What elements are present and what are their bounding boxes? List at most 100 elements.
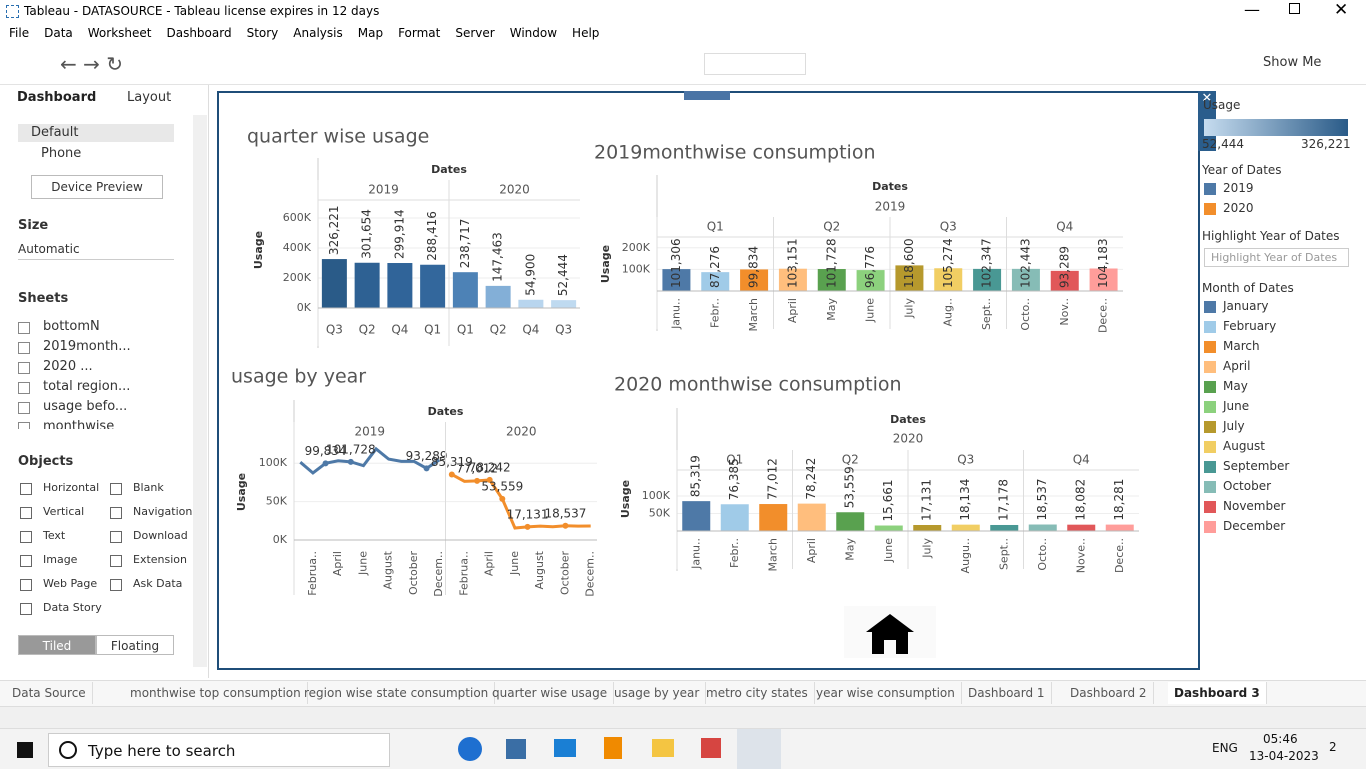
object-item[interactable]: Ask Data — [133, 577, 183, 590]
sheet-item[interactable]: usage befo... — [43, 399, 128, 414]
scrollbar[interactable] — [193, 115, 207, 667]
color-ramp — [1204, 119, 1348, 136]
minimize[interactable]: — — [1244, 0, 1260, 19]
sheet-item[interactable]: 2020 ... — [43, 359, 93, 374]
legend-item[interactable]: March — [1223, 339, 1260, 353]
legend-item[interactable]: September — [1223, 459, 1290, 473]
menu-item[interactable]: Map — [357, 26, 384, 40]
legend-item[interactable]: October — [1223, 479, 1272, 493]
sheet-tab[interactable]: Dashboard 2 — [1064, 682, 1154, 704]
legend-item[interactable]: February — [1223, 319, 1277, 333]
vlc-icon[interactable] — [604, 737, 622, 759]
toolbar-dropdown[interactable] — [704, 53, 806, 75]
legend-swatch — [1204, 481, 1216, 493]
sheet-tab[interactable]: Dashboard 1 — [962, 682, 1052, 704]
sheet-tab[interactable]: monthwise top consumption — [124, 682, 308, 704]
object-item[interactable]: Horizontal — [43, 481, 100, 494]
search-box[interactable]: Type here to search — [48, 733, 390, 767]
notifications[interactable]: 2 — [1329, 740, 1337, 754]
menu-item[interactable]: Format — [398, 26, 441, 40]
menu-item[interactable]: File — [9, 26, 30, 40]
explorer-icon[interactable] — [652, 739, 674, 757]
device-option[interactable]: Default — [18, 124, 174, 142]
home-button[interactable] — [844, 606, 936, 658]
object-item[interactable]: Vertical — [43, 505, 85, 518]
legend-item[interactable]: November — [1223, 499, 1286, 513]
menu-item[interactable]: Dashboard — [166, 26, 232, 40]
size-select[interactable]: Automatic — [18, 242, 174, 260]
sheet-tab[interactable]: year wise consumption — [810, 682, 962, 704]
object-icon — [20, 531, 32, 543]
title-bar: Tableau - DATASOURCE - Tableau license e… — [0, 0, 1366, 22]
object-item[interactable]: Download — [133, 529, 188, 542]
sheet-item[interactable]: total region... — [43, 379, 131, 394]
menu-item[interactable]: Help — [572, 26, 600, 40]
panel-tab[interactable]: Dashboard — [17, 90, 97, 105]
status-bar — [0, 706, 1366, 729]
sheet-tab[interactable]: usage by year — [608, 682, 707, 704]
clock-date[interactable]: 13-04-2023 — [1249, 749, 1319, 763]
legend-item[interactable]: June — [1223, 399, 1250, 413]
legend-item[interactable]: December — [1223, 519, 1286, 533]
object-item[interactable]: Navigation — [133, 505, 193, 518]
sheet-icon — [18, 362, 30, 374]
tableau-task[interactable] — [737, 729, 781, 769]
object-item[interactable]: Data Story — [43, 601, 102, 614]
object-item[interactable]: Text — [43, 529, 66, 542]
sheet-icon — [18, 382, 30, 394]
menu-item[interactable]: Server — [455, 26, 495, 40]
clock-time[interactable]: 05:46 — [1263, 732, 1298, 746]
frame-handle[interactable] — [684, 91, 730, 100]
layout-mode[interactable]: Floating — [96, 635, 174, 655]
edge-icon[interactable] — [458, 737, 482, 761]
dashboard-frame — [217, 91, 1200, 670]
sheet-item[interactable]: bottomN — [43, 319, 100, 334]
object-icon — [110, 579, 122, 591]
device-preview-button[interactable]: Device Preview — [31, 175, 163, 199]
taskbar: Type here to search ENG 05:46 13-04-2023… — [0, 728, 1366, 769]
close[interactable]: ✕ — [1334, 0, 1349, 20]
sheet-tab[interactable]: quarter wise usage — [486, 682, 615, 704]
menu-item[interactable]: Analysis — [293, 26, 343, 40]
object-icon — [20, 603, 32, 615]
show-me[interactable]: Show Me — [1263, 55, 1322, 70]
legend-title: Month of Dates — [1202, 281, 1294, 295]
sheet-tab[interactable]: region wise state consumption — [298, 682, 496, 704]
layout-mode[interactable]: Tiled — [18, 635, 96, 655]
menu-item[interactable]: Window — [509, 26, 558, 40]
legend-item[interactable]: 2020 — [1223, 201, 1254, 215]
object-item[interactable]: Extension — [133, 553, 188, 566]
sheet-item[interactable]: monthwise — [43, 419, 115, 429]
sheet-tab[interactable]: Data Source — [6, 682, 93, 704]
panel-tab[interactable]: Layout — [127, 90, 172, 105]
object-icon — [20, 555, 32, 567]
legend-item[interactable]: July — [1223, 419, 1245, 433]
menu-item[interactable]: Worksheet — [87, 26, 152, 40]
object-item[interactable]: Blank — [133, 481, 164, 494]
menu-item[interactable]: Data — [44, 26, 73, 40]
legend-swatch — [1204, 501, 1216, 513]
recorder-icon[interactable] — [701, 738, 721, 758]
mail-icon[interactable] — [554, 739, 576, 757]
device-option[interactable]: Phone — [41, 146, 82, 161]
object-item[interactable]: Web Page — [43, 577, 98, 590]
sheet-item[interactable]: 2019month... — [43, 339, 131, 354]
legend-item[interactable]: 2019 — [1223, 181, 1254, 195]
legend-swatch — [1204, 521, 1216, 533]
legend-item[interactable]: April — [1223, 359, 1251, 373]
legend-item[interactable]: May — [1223, 379, 1248, 393]
sheet-tab[interactable]: metro city states — [700, 682, 815, 704]
highlight-input[interactable]: Highlight Year of Dates — [1204, 248, 1349, 267]
sheet-list: bottomN 2019month... 2020 ... total region.… — [18, 319, 188, 429]
legend-swatch — [1204, 183, 1216, 195]
store-icon[interactable] — [506, 739, 526, 759]
menu-item[interactable]: Story — [246, 26, 279, 40]
sheet-tab[interactable]: Dashboard 3 — [1168, 682, 1267, 704]
legend-item[interactable]: January — [1223, 299, 1269, 313]
language[interactable]: ENG — [1212, 741, 1238, 755]
legend-item[interactable]: August — [1223, 439, 1265, 453]
object-item[interactable]: Image — [43, 553, 78, 566]
toolbar-icons[interactable]: ← → ↻ — [60, 52, 123, 76]
maximize[interactable] — [1289, 3, 1300, 14]
start-button[interactable] — [17, 742, 33, 758]
